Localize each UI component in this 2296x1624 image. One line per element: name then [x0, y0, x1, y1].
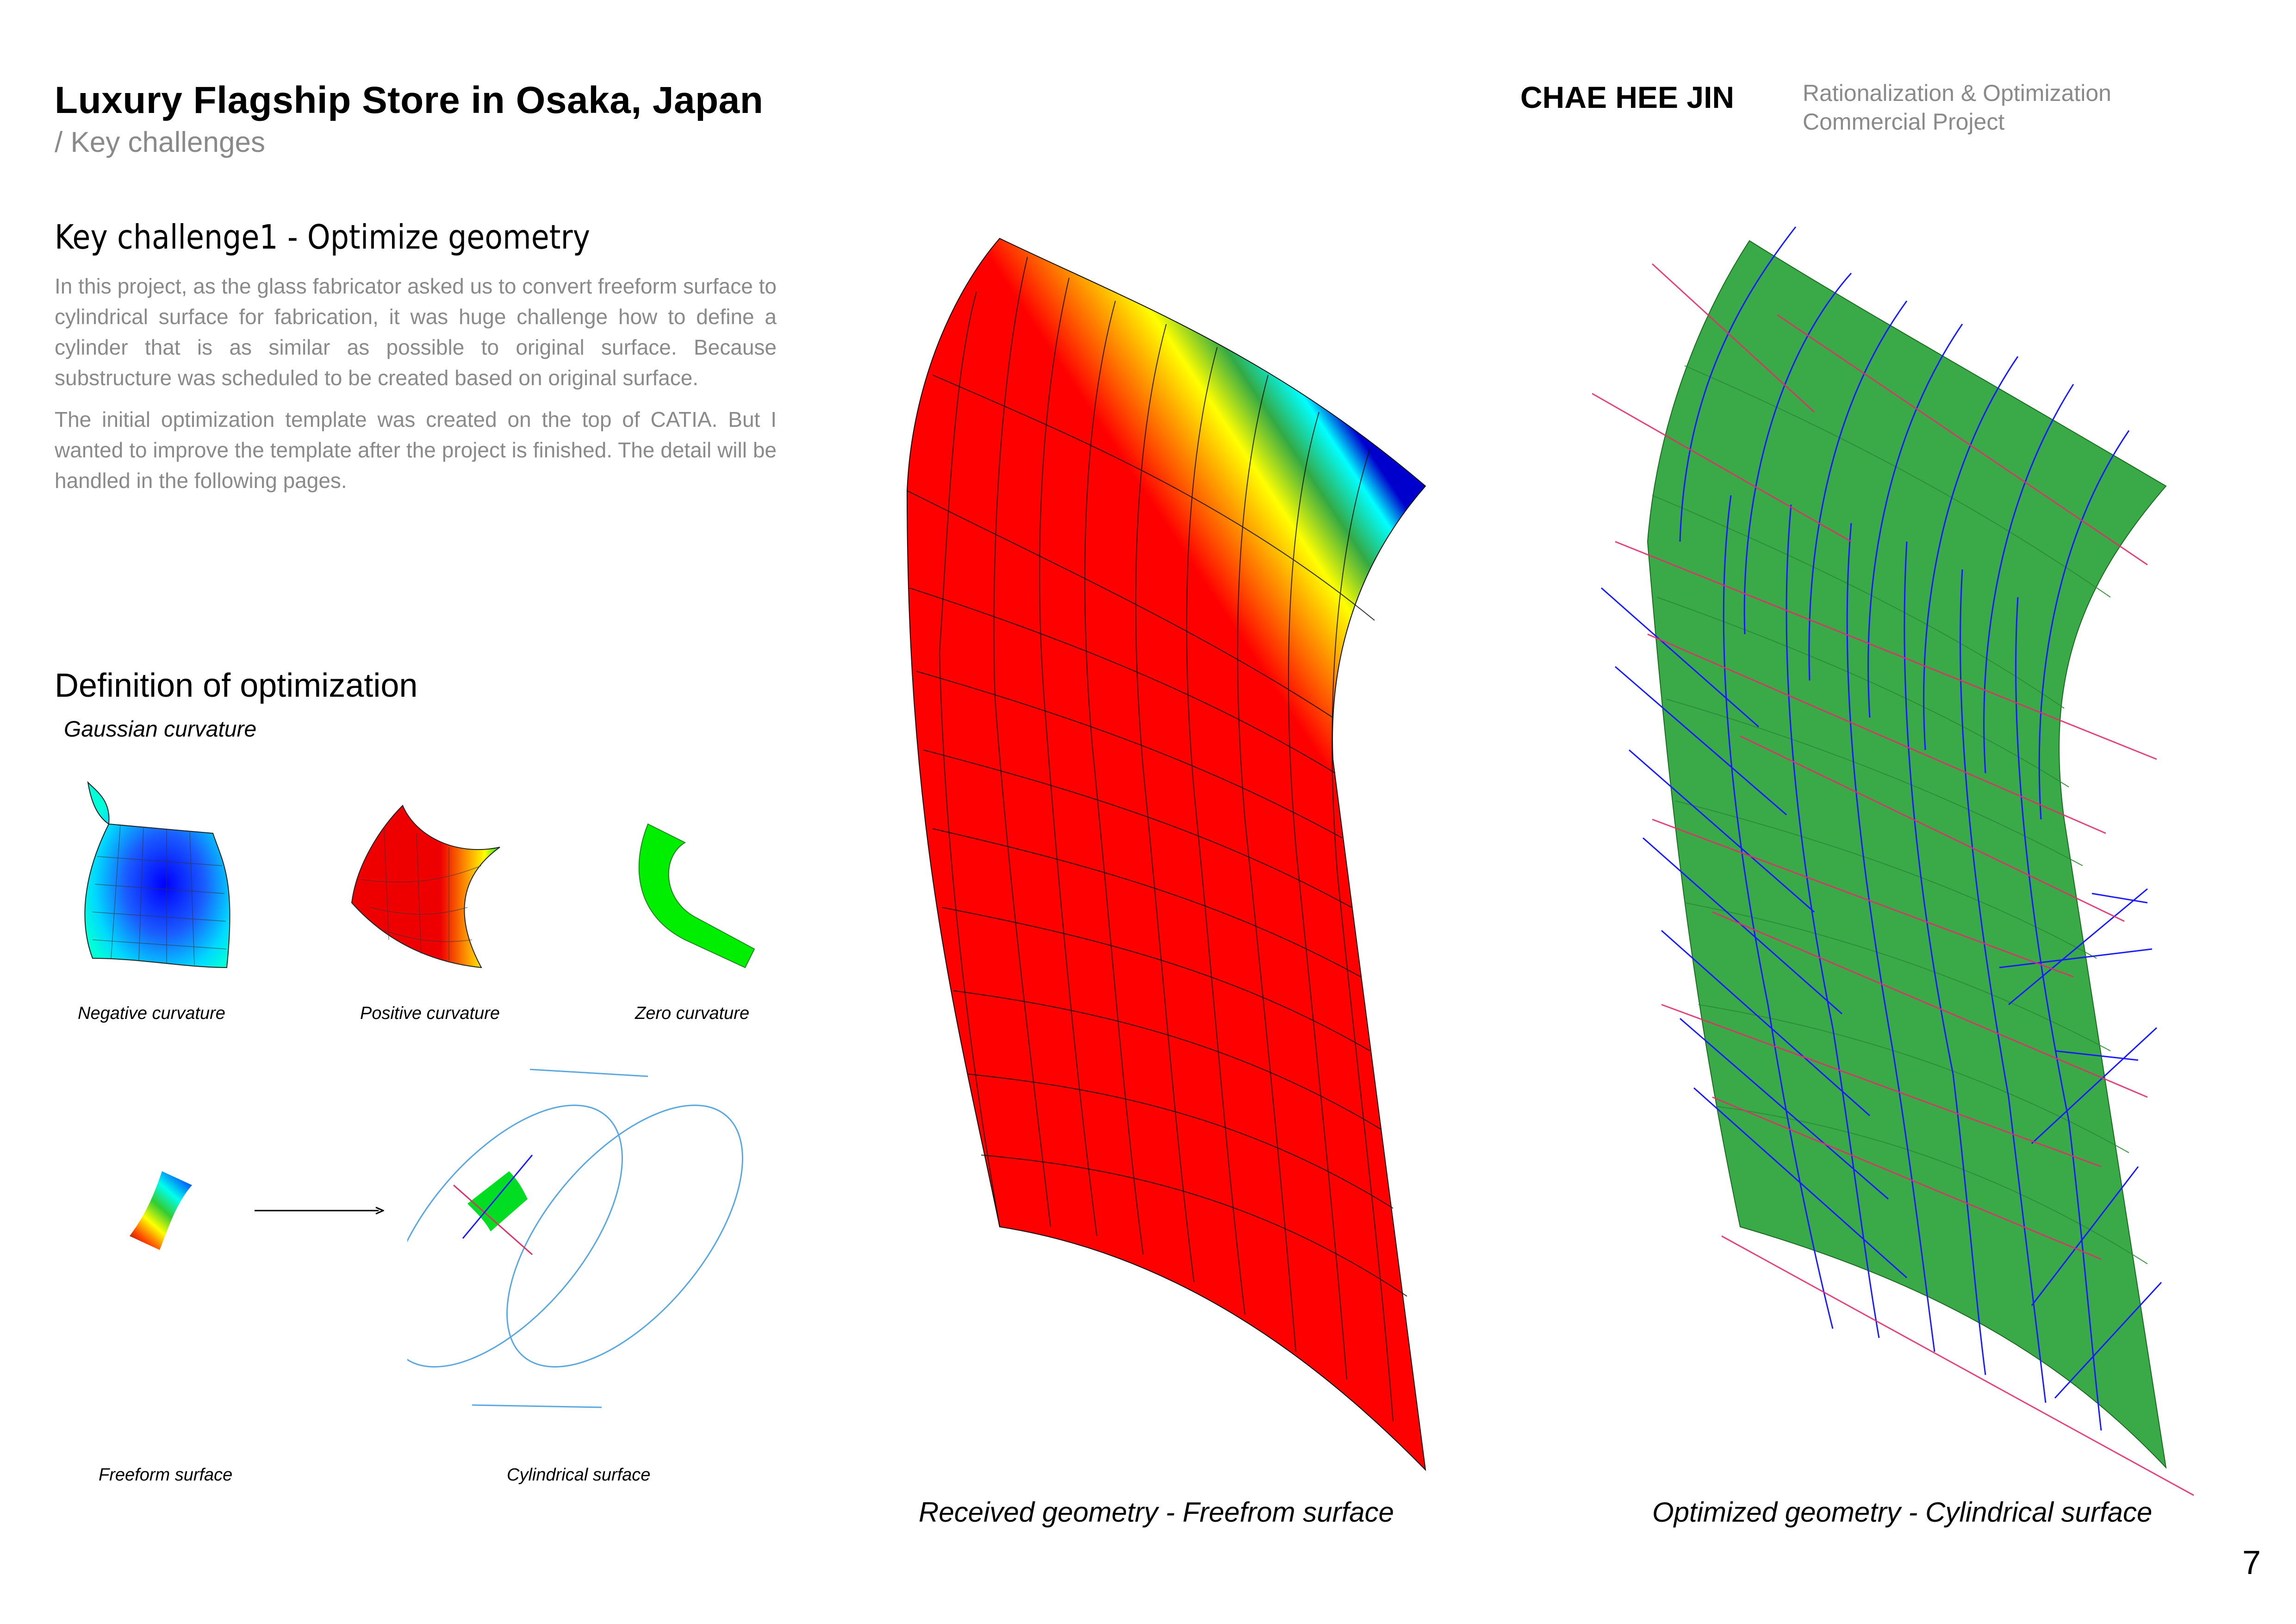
caption-zero: Zero curvature [635, 1004, 750, 1023]
zero-curvature-figure [638, 823, 755, 968]
section2-heading: Definition of optimization [55, 667, 418, 704]
caption-cylindrical: Cylindrical surface [507, 1465, 651, 1485]
optimized-geometry-caption: Optimized geometry - Cylindrical surface [1652, 1497, 2153, 1528]
section1-paragraph2: The initial optimization template was cr… [55, 407, 777, 493]
section1-heading: Key challenge1 - Optimize geometry [55, 218, 591, 256]
author-name: CHAE HEE JIN [1520, 80, 1735, 114]
freeform-surface-mini [130, 1171, 192, 1250]
section1-paragraph1: In this project, as the glass fabricator… [55, 274, 777, 390]
caption-freeform: Freeform surface [99, 1465, 233, 1485]
positive-curvature-figure [351, 805, 500, 968]
page-number: 7 [2242, 1544, 2261, 1581]
gaussian-subheading: Gaussian curvature [64, 717, 257, 742]
caption-positive: Positive curvature [360, 1004, 500, 1023]
project-meta-line1: Rationalization & Optimization [1803, 80, 2111, 106]
caption-negative: Negative curvature [78, 1004, 225, 1023]
page-title: Luxury Flagship Store in Osaka, Japan [55, 79, 764, 121]
negative-curvature-figure [84, 781, 230, 968]
transform-arrow [255, 1206, 384, 1215]
received-geometry-caption: Received geometry - Freefrom surface [919, 1497, 1394, 1528]
received-geometry-figure [906, 237, 1426, 1471]
optimized-geometry-figure [1592, 226, 2194, 1496]
project-meta: Rationalization & Optimization Commercia… [1803, 79, 2111, 136]
cylinder-diagram [407, 1068, 743, 1408]
page-subtitle: / Key challenges [55, 126, 265, 158]
project-meta-line2: Commercial Project [1803, 109, 2005, 135]
